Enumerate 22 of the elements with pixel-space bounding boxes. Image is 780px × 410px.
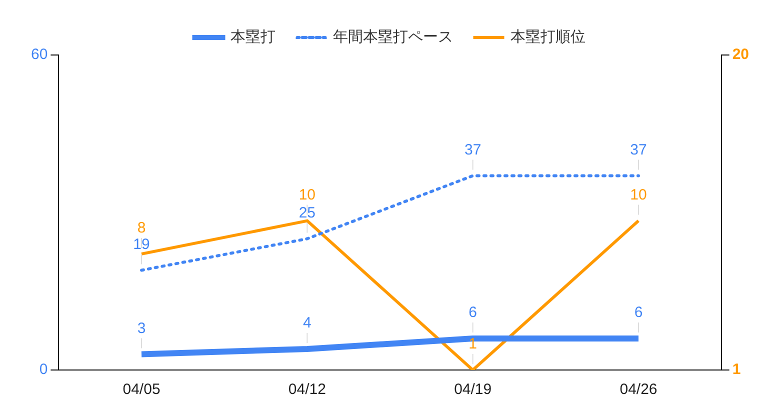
y-tick-label: 60 (30, 46, 48, 64)
data-label: 10 (298, 186, 316, 204)
y-tick-label: 0 (39, 361, 48, 378)
data-label: 6 (468, 304, 477, 322)
data-label: 37 (630, 141, 647, 158)
x-tick-label: 04/12 (288, 381, 326, 398)
legend-label: 年間本塁打ペース (332, 28, 453, 46)
legend-label: 本塁打 (230, 28, 276, 46)
data-label: 6 (634, 304, 643, 322)
y2-tick-label: 20 (732, 46, 750, 64)
data-label: 3 (137, 320, 146, 337)
data-label: 10 (630, 186, 647, 204)
x-tick-label: 04/26 (620, 381, 658, 398)
data-label: 25 (298, 204, 316, 222)
legend-label: 本塁打順位 (510, 28, 586, 46)
data-label: 37 (464, 141, 482, 158)
y2-tick-label: 1 (732, 361, 741, 378)
x-tick-label: 04/05 (122, 381, 160, 398)
data-label: 4 (303, 314, 312, 332)
data-label: 8 (137, 220, 146, 237)
x-tick-label: 04/19 (454, 381, 492, 398)
data-label: 19 (133, 236, 150, 253)
